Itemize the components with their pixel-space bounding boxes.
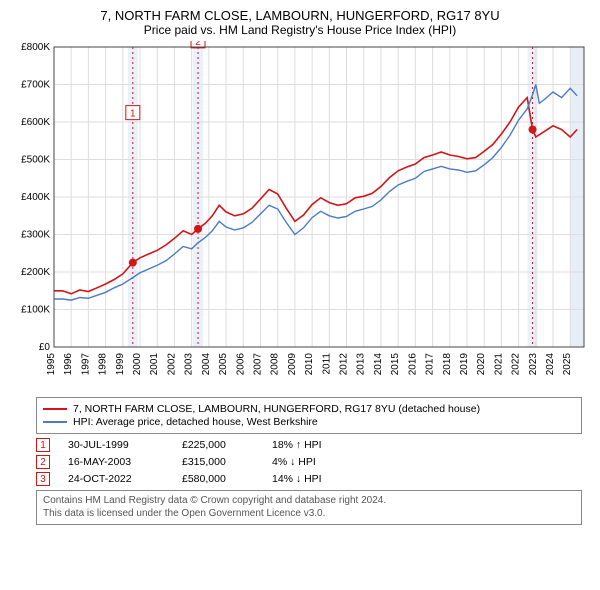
chart-container: 7, NORTH FARM CLOSE, LAMBOURN, HUNGERFOR…	[0, 0, 600, 533]
license-box: Contains HM Land Registry data © Crown c…	[36, 490, 582, 525]
legend-label: 7, NORTH FARM CLOSE, LAMBOURN, HUNGERFOR…	[73, 403, 480, 415]
svg-text:1997: 1997	[80, 353, 91, 376]
svg-text:2003: 2003	[184, 353, 195, 376]
legend-item: HPI: Average price, detached house, West…	[43, 416, 575, 428]
svg-text:2023: 2023	[528, 353, 539, 376]
line-chart: £0 £100K £200K £300K £400K £500K £600K £700K £80…	[8, 41, 592, 391]
svg-text:2025: 2025	[562, 353, 573, 376]
transaction-price: £580,000	[182, 473, 254, 485]
legend: 7, NORTH FARM CLOSE, LAMBOURN, HUNGERFOR…	[36, 397, 582, 434]
legend-label: HPI: Average price, detached house, West…	[73, 416, 318, 428]
svg-text:2013: 2013	[356, 353, 367, 376]
license-line-2: This data is licensed under the Open Gov…	[43, 508, 575, 521]
svg-text:2001: 2001	[149, 353, 160, 376]
legend-swatch	[43, 421, 67, 423]
svg-text:£600K: £600K	[21, 117, 50, 128]
svg-text:£700K: £700K	[21, 80, 50, 91]
transaction-marker: 3	[36, 472, 50, 486]
svg-text:£200K: £200K	[21, 267, 50, 278]
transaction-row: 1 30-JUL-1999 £225,000 18% ↑ HPI	[36, 438, 582, 452]
transaction-marker: 2	[36, 455, 50, 469]
svg-text:£800K: £800K	[21, 42, 50, 53]
svg-text:2009: 2009	[287, 353, 298, 376]
transaction-diff: 18% ↑ HPI	[272, 439, 352, 451]
svg-text:2011: 2011	[321, 353, 332, 375]
svg-text:2014: 2014	[373, 353, 384, 376]
svg-text:2018: 2018	[442, 353, 453, 376]
svg-text:1996: 1996	[63, 353, 74, 376]
legend-item: 7, NORTH FARM CLOSE, LAMBOURN, HUNGERFOR…	[43, 403, 575, 415]
svg-text:1: 1	[130, 109, 136, 120]
chart-title: 7, NORTH FARM CLOSE, LAMBOURN, HUNGERFOR…	[8, 8, 592, 23]
svg-text:2016: 2016	[407, 353, 418, 376]
svg-text:£300K: £300K	[21, 230, 50, 241]
svg-text:1995: 1995	[46, 353, 57, 376]
transactions-table: 1 30-JUL-1999 £225,000 18% ↑ HPI 2 16-MAY-200…	[36, 438, 582, 486]
svg-text:2017: 2017	[425, 353, 436, 376]
transaction-diff: 14% ↓ HPI	[272, 473, 352, 485]
svg-text:2020: 2020	[476, 353, 487, 376]
transaction-row: 2 16-MAY-2003 £315,000 4% ↓ HPI	[36, 455, 582, 469]
transaction-row: 3 24-OCT-2022 £580,000 14% ↓ HPI	[36, 472, 582, 486]
svg-text:2004: 2004	[201, 353, 212, 376]
transaction-date: 30-JUL-1999	[68, 439, 164, 451]
chart-subtitle: Price paid vs. HM Land Registry's House …	[8, 23, 592, 37]
transaction-date: 24-OCT-2022	[68, 473, 164, 485]
svg-text:2021: 2021	[493, 353, 504, 376]
svg-text:2019: 2019	[459, 353, 470, 376]
transaction-price: £315,000	[182, 456, 254, 468]
transaction-marker: 1	[36, 438, 50, 452]
svg-text:2012: 2012	[339, 353, 350, 376]
svg-text:£0: £0	[39, 342, 51, 353]
svg-text:£100K: £100K	[21, 305, 50, 316]
svg-text:2007: 2007	[252, 353, 263, 376]
chart-area: £0 £100K £200K £300K £400K £500K £600K £700K £80…	[8, 41, 592, 391]
transaction-price: £225,000	[182, 439, 254, 451]
svg-text:2005: 2005	[218, 353, 229, 376]
svg-text:£500K: £500K	[21, 155, 50, 166]
license-line-1: Contains HM Land Registry data © Crown c…	[43, 495, 575, 508]
transaction-diff: 4% ↓ HPI	[272, 456, 352, 468]
svg-text:2008: 2008	[270, 353, 281, 376]
svg-text:2010: 2010	[304, 353, 315, 376]
svg-text:2022: 2022	[511, 353, 522, 376]
svg-text:1998: 1998	[98, 353, 109, 376]
svg-text:2002: 2002	[166, 353, 177, 376]
legend-swatch	[43, 408, 67, 410]
svg-text:£400K: £400K	[21, 192, 50, 203]
svg-text:2006: 2006	[235, 353, 246, 376]
svg-text:2000: 2000	[132, 353, 143, 376]
transaction-date: 16-MAY-2003	[68, 456, 164, 468]
svg-text:2015: 2015	[390, 353, 401, 376]
svg-text:1999: 1999	[115, 353, 126, 376]
svg-text:2024: 2024	[545, 353, 556, 376]
